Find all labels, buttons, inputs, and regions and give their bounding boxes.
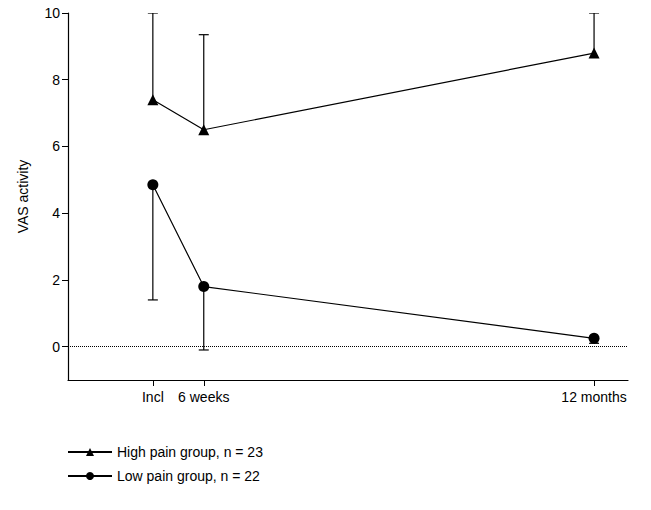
svg-text:4: 4 — [52, 205, 60, 221]
svg-text:VAS activity: VAS activity — [15, 160, 31, 234]
svg-text:Low pain group, n = 22: Low pain group, n = 22 — [117, 468, 260, 484]
svg-text:8: 8 — [52, 72, 60, 88]
svg-text:10: 10 — [44, 5, 60, 21]
svg-text:6: 6 — [52, 138, 60, 154]
svg-text:2: 2 — [52, 272, 60, 288]
svg-text:0: 0 — [52, 339, 60, 355]
svg-text:Incl: Incl — [142, 389, 164, 405]
svg-text:High pain group, n = 23: High pain group, n = 23 — [117, 444, 263, 460]
svg-text:12 months: 12 months — [561, 389, 626, 405]
svg-text:6 weeks: 6 weeks — [178, 389, 229, 405]
